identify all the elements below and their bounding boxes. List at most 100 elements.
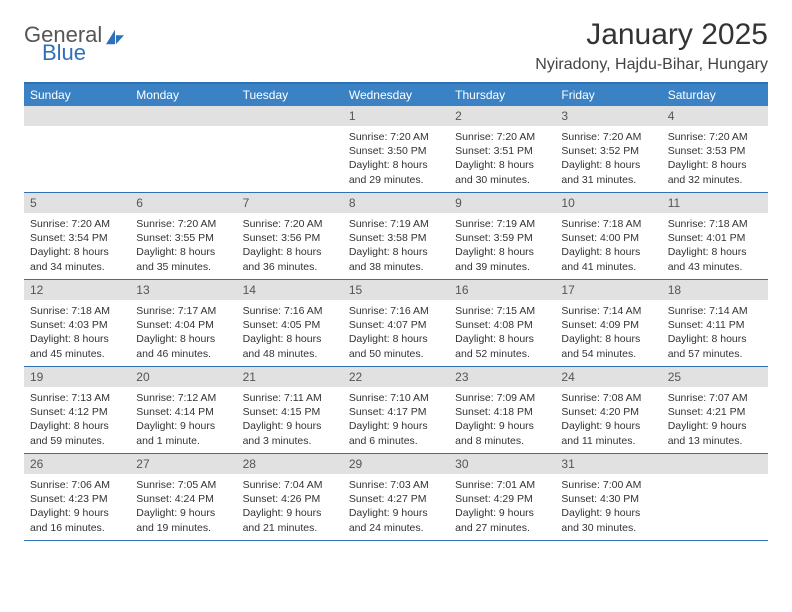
day-cell: 31Sunrise: 7:00 AMSunset: 4:30 PMDayligh… bbox=[555, 454, 661, 540]
location-label: Nyiradony, Hajdu-Bihar, Hungary bbox=[535, 56, 768, 74]
daylight-text: Daylight: 8 hours and 35 minutes. bbox=[136, 245, 230, 273]
day-number: 25 bbox=[662, 367, 768, 387]
weekday-header: Friday bbox=[555, 84, 661, 106]
day-cell: 2Sunrise: 7:20 AMSunset: 3:51 PMDaylight… bbox=[449, 106, 555, 192]
daylight-text: Daylight: 9 hours and 6 minutes. bbox=[349, 419, 443, 447]
daylight-text: Daylight: 8 hours and 29 minutes. bbox=[349, 158, 443, 186]
sunrise-text: Sunrise: 7:00 AM bbox=[561, 478, 655, 492]
day-number bbox=[24, 106, 130, 126]
daylight-text: Daylight: 8 hours and 34 minutes. bbox=[30, 245, 124, 273]
day-number: 3 bbox=[555, 106, 661, 126]
day-details: Sunrise: 7:20 AMSunset: 3:52 PMDaylight:… bbox=[555, 126, 661, 191]
day-cell: 13Sunrise: 7:17 AMSunset: 4:04 PMDayligh… bbox=[130, 280, 236, 366]
sunrise-text: Sunrise: 7:06 AM bbox=[30, 478, 124, 492]
day-details: Sunrise: 7:00 AMSunset: 4:30 PMDaylight:… bbox=[555, 474, 661, 539]
logo-text: General Blue bbox=[24, 24, 126, 64]
sunset-text: Sunset: 4:15 PM bbox=[243, 405, 337, 419]
day-details: Sunrise: 7:15 AMSunset: 4:08 PMDaylight:… bbox=[449, 300, 555, 365]
day-cell: 11Sunrise: 7:18 AMSunset: 4:01 PMDayligh… bbox=[662, 193, 768, 279]
sunset-text: Sunset: 3:59 PM bbox=[455, 231, 549, 245]
sunrise-text: Sunrise: 7:16 AM bbox=[349, 304, 443, 318]
day-details: Sunrise: 7:20 AMSunset: 3:50 PMDaylight:… bbox=[343, 126, 449, 191]
sunrise-text: Sunrise: 7:03 AM bbox=[349, 478, 443, 492]
sunset-text: Sunset: 3:58 PM bbox=[349, 231, 443, 245]
day-details: Sunrise: 7:20 AMSunset: 3:54 PMDaylight:… bbox=[24, 213, 130, 278]
daylight-text: Daylight: 9 hours and 19 minutes. bbox=[136, 506, 230, 534]
day-details: Sunrise: 7:10 AMSunset: 4:17 PMDaylight:… bbox=[343, 387, 449, 452]
sunset-text: Sunset: 4:07 PM bbox=[349, 318, 443, 332]
day-cell: 24Sunrise: 7:08 AMSunset: 4:20 PMDayligh… bbox=[555, 367, 661, 453]
day-details: Sunrise: 7:06 AMSunset: 4:23 PMDaylight:… bbox=[24, 474, 130, 539]
daylight-text: Daylight: 8 hours and 54 minutes. bbox=[561, 332, 655, 360]
day-number: 17 bbox=[555, 280, 661, 300]
day-details: Sunrise: 7:16 AMSunset: 4:05 PMDaylight:… bbox=[237, 300, 343, 365]
day-details: Sunrise: 7:13 AMSunset: 4:12 PMDaylight:… bbox=[24, 387, 130, 452]
daylight-text: Daylight: 9 hours and 11 minutes. bbox=[561, 419, 655, 447]
weekday-header: Saturday bbox=[662, 84, 768, 106]
week-row: 1Sunrise: 7:20 AMSunset: 3:50 PMDaylight… bbox=[24, 106, 768, 193]
sunrise-text: Sunrise: 7:11 AM bbox=[243, 391, 337, 405]
title-block: January 2025 Nyiradony, Hajdu-Bihar, Hun… bbox=[535, 18, 768, 74]
calendar: Sunday Monday Tuesday Wednesday Thursday… bbox=[24, 82, 768, 541]
logo: General Blue bbox=[24, 24, 126, 64]
weekday-header: Monday bbox=[130, 84, 236, 106]
daylight-text: Daylight: 9 hours and 8 minutes. bbox=[455, 419, 549, 447]
daylight-text: Daylight: 9 hours and 21 minutes. bbox=[243, 506, 337, 534]
sunset-text: Sunset: 3:52 PM bbox=[561, 144, 655, 158]
day-cell bbox=[662, 454, 768, 540]
sunrise-text: Sunrise: 7:04 AM bbox=[243, 478, 337, 492]
day-cell: 14Sunrise: 7:16 AMSunset: 4:05 PMDayligh… bbox=[237, 280, 343, 366]
day-details: Sunrise: 7:12 AMSunset: 4:14 PMDaylight:… bbox=[130, 387, 236, 452]
sunset-text: Sunset: 4:11 PM bbox=[668, 318, 762, 332]
day-details: Sunrise: 7:03 AMSunset: 4:27 PMDaylight:… bbox=[343, 474, 449, 539]
day-cell: 26Sunrise: 7:06 AMSunset: 4:23 PMDayligh… bbox=[24, 454, 130, 540]
daylight-text: Daylight: 9 hours and 16 minutes. bbox=[30, 506, 124, 534]
daylight-text: Daylight: 9 hours and 13 minutes. bbox=[668, 419, 762, 447]
sunset-text: Sunset: 4:27 PM bbox=[349, 492, 443, 506]
day-details: Sunrise: 7:20 AMSunset: 3:53 PMDaylight:… bbox=[662, 126, 768, 191]
sunrise-text: Sunrise: 7:18 AM bbox=[668, 217, 762, 231]
week-row: 12Sunrise: 7:18 AMSunset: 4:03 PMDayligh… bbox=[24, 280, 768, 367]
sunrise-text: Sunrise: 7:12 AM bbox=[136, 391, 230, 405]
sunset-text: Sunset: 4:26 PM bbox=[243, 492, 337, 506]
day-cell: 8Sunrise: 7:19 AMSunset: 3:58 PMDaylight… bbox=[343, 193, 449, 279]
day-number: 8 bbox=[343, 193, 449, 213]
day-number: 10 bbox=[555, 193, 661, 213]
sunrise-text: Sunrise: 7:13 AM bbox=[30, 391, 124, 405]
daylight-text: Daylight: 8 hours and 45 minutes. bbox=[30, 332, 124, 360]
day-cell: 25Sunrise: 7:07 AMSunset: 4:21 PMDayligh… bbox=[662, 367, 768, 453]
day-number: 4 bbox=[662, 106, 768, 126]
day-cell: 5Sunrise: 7:20 AMSunset: 3:54 PMDaylight… bbox=[24, 193, 130, 279]
sunrise-text: Sunrise: 7:05 AM bbox=[136, 478, 230, 492]
sunrise-text: Sunrise: 7:20 AM bbox=[668, 130, 762, 144]
sunrise-text: Sunrise: 7:19 AM bbox=[455, 217, 549, 231]
day-cell: 12Sunrise: 7:18 AMSunset: 4:03 PMDayligh… bbox=[24, 280, 130, 366]
day-details: Sunrise: 7:20 AMSunset: 3:51 PMDaylight:… bbox=[449, 126, 555, 191]
week-row: 19Sunrise: 7:13 AMSunset: 4:12 PMDayligh… bbox=[24, 367, 768, 454]
daylight-text: Daylight: 9 hours and 24 minutes. bbox=[349, 506, 443, 534]
daylight-text: Daylight: 9 hours and 3 minutes. bbox=[243, 419, 337, 447]
sunset-text: Sunset: 4:17 PM bbox=[349, 405, 443, 419]
day-details: Sunrise: 7:18 AMSunset: 4:03 PMDaylight:… bbox=[24, 300, 130, 365]
sunset-text: Sunset: 4:24 PM bbox=[136, 492, 230, 506]
day-number bbox=[662, 454, 768, 474]
sunset-text: Sunset: 4:14 PM bbox=[136, 405, 230, 419]
daylight-text: Daylight: 8 hours and 38 minutes. bbox=[349, 245, 443, 273]
header: General Blue January 2025 Nyiradony, Haj… bbox=[24, 18, 768, 74]
day-number: 29 bbox=[343, 454, 449, 474]
day-details: Sunrise: 7:18 AMSunset: 4:00 PMDaylight:… bbox=[555, 213, 661, 278]
daylight-text: Daylight: 9 hours and 30 minutes. bbox=[561, 506, 655, 534]
sunrise-text: Sunrise: 7:18 AM bbox=[30, 304, 124, 318]
sunset-text: Sunset: 3:54 PM bbox=[30, 231, 124, 245]
day-cell: 20Sunrise: 7:12 AMSunset: 4:14 PMDayligh… bbox=[130, 367, 236, 453]
sunrise-text: Sunrise: 7:16 AM bbox=[243, 304, 337, 318]
day-details: Sunrise: 7:18 AMSunset: 4:01 PMDaylight:… bbox=[662, 213, 768, 278]
sunrise-text: Sunrise: 7:09 AM bbox=[455, 391, 549, 405]
sunset-text: Sunset: 4:20 PM bbox=[561, 405, 655, 419]
day-details: Sunrise: 7:09 AMSunset: 4:18 PMDaylight:… bbox=[449, 387, 555, 452]
daylight-text: Daylight: 8 hours and 39 minutes. bbox=[455, 245, 549, 273]
month-title: January 2025 bbox=[535, 18, 768, 52]
day-cell: 10Sunrise: 7:18 AMSunset: 4:00 PMDayligh… bbox=[555, 193, 661, 279]
day-cell: 21Sunrise: 7:11 AMSunset: 4:15 PMDayligh… bbox=[237, 367, 343, 453]
daylight-text: Daylight: 8 hours and 57 minutes. bbox=[668, 332, 762, 360]
